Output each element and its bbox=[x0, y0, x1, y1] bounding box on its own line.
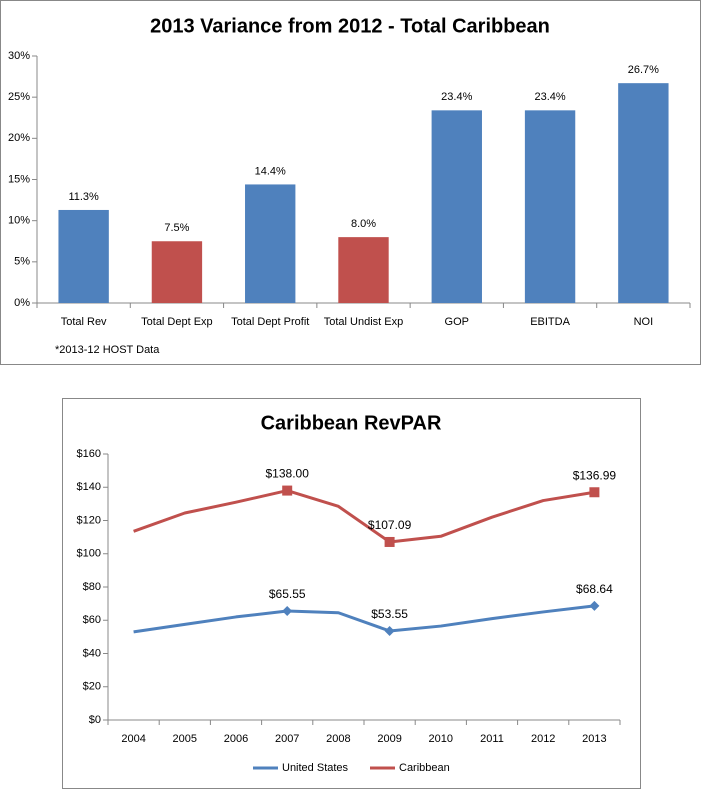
chart-title: 2013 Variance from 2012 - Total Caribbea… bbox=[150, 15, 550, 37]
line bbox=[133, 604, 595, 634]
y-tick-label: 20% bbox=[8, 132, 30, 144]
data-label: $136.99 bbox=[573, 468, 617, 482]
x-tick-label: 2006 bbox=[224, 733, 248, 745]
x-tick-label: 2005 bbox=[173, 733, 197, 745]
x-tick-label: Total Undist Exp bbox=[324, 316, 403, 328]
data-label: $138.00 bbox=[266, 467, 310, 481]
chart-frame bbox=[62, 398, 641, 789]
y-tick-label: 10% bbox=[8, 215, 30, 227]
marker bbox=[282, 485, 293, 496]
x-tick-label: 2004 bbox=[121, 733, 145, 745]
marker bbox=[282, 606, 293, 617]
x-tick-label: 2013 bbox=[582, 733, 606, 745]
x-tick-label: Total Dept Profit bbox=[231, 316, 309, 328]
y-tick-label: $60 bbox=[83, 614, 101, 626]
bar bbox=[58, 209, 109, 303]
y-tick-label: $120 bbox=[77, 514, 101, 526]
data-label: $107.09 bbox=[368, 518, 412, 532]
chart-frame bbox=[0, 0, 701, 365]
data-label: $53.55 bbox=[371, 607, 408, 621]
y-tick-label: $100 bbox=[77, 548, 101, 560]
y-tick-label: $0 bbox=[89, 714, 101, 726]
bar bbox=[524, 110, 576, 303]
line bbox=[133, 489, 595, 544]
bar bbox=[151, 241, 203, 303]
marker bbox=[384, 625, 395, 636]
bar bbox=[338, 237, 389, 303]
y-tick-label: 30% bbox=[8, 50, 30, 62]
y-tick-label: 0% bbox=[14, 297, 30, 309]
data-label: 14.4% bbox=[255, 165, 286, 177]
y-tick-label: $140 bbox=[77, 481, 101, 493]
data-label: 8.0% bbox=[351, 218, 376, 230]
data-label: 7.5% bbox=[164, 222, 189, 234]
data-label: 11.3% bbox=[68, 191, 99, 203]
x-tick-label: 2011 bbox=[480, 733, 504, 745]
x-tick-label: 2012 bbox=[531, 733, 555, 745]
footnote: *2013-12 HOST Data bbox=[55, 344, 160, 356]
y-tick-label: $160 bbox=[77, 448, 101, 460]
data-label: $65.55 bbox=[269, 587, 306, 601]
x-tick-label: Total Dept Exp bbox=[141, 316, 213, 328]
x-tick-label: Total Rev bbox=[61, 316, 107, 328]
bar bbox=[618, 83, 669, 303]
y-tick-label: $40 bbox=[83, 647, 101, 659]
data-label: $68.64 bbox=[576, 582, 613, 596]
data-label: 26.7% bbox=[628, 64, 659, 76]
x-tick-label: 2007 bbox=[275, 733, 299, 745]
y-tick-label: 5% bbox=[14, 256, 30, 268]
y-tick-label: $20 bbox=[83, 681, 101, 693]
bar bbox=[431, 110, 482, 303]
x-tick-label: 2010 bbox=[429, 733, 453, 745]
legend-label: United States bbox=[282, 762, 349, 774]
x-tick-label: 2008 bbox=[326, 733, 350, 745]
x-tick-label: GOP bbox=[445, 316, 469, 328]
y-tick-label: 25% bbox=[8, 91, 30, 103]
chart-title: Caribbean RevPAR bbox=[261, 412, 442, 434]
x-tick-label: EBITDA bbox=[530, 316, 570, 328]
bar bbox=[245, 184, 296, 303]
marker bbox=[589, 600, 600, 611]
data-label: 23.4% bbox=[534, 91, 565, 103]
x-tick-label: NOI bbox=[634, 316, 654, 328]
marker bbox=[384, 536, 395, 547]
legend-label: Caribbean bbox=[399, 762, 450, 774]
data-label: 23.4% bbox=[441, 91, 472, 103]
y-tick-label: $80 bbox=[83, 581, 101, 593]
y-tick-label: 15% bbox=[8, 173, 30, 185]
x-tick-label: 2009 bbox=[377, 733, 401, 745]
marker bbox=[589, 487, 600, 498]
